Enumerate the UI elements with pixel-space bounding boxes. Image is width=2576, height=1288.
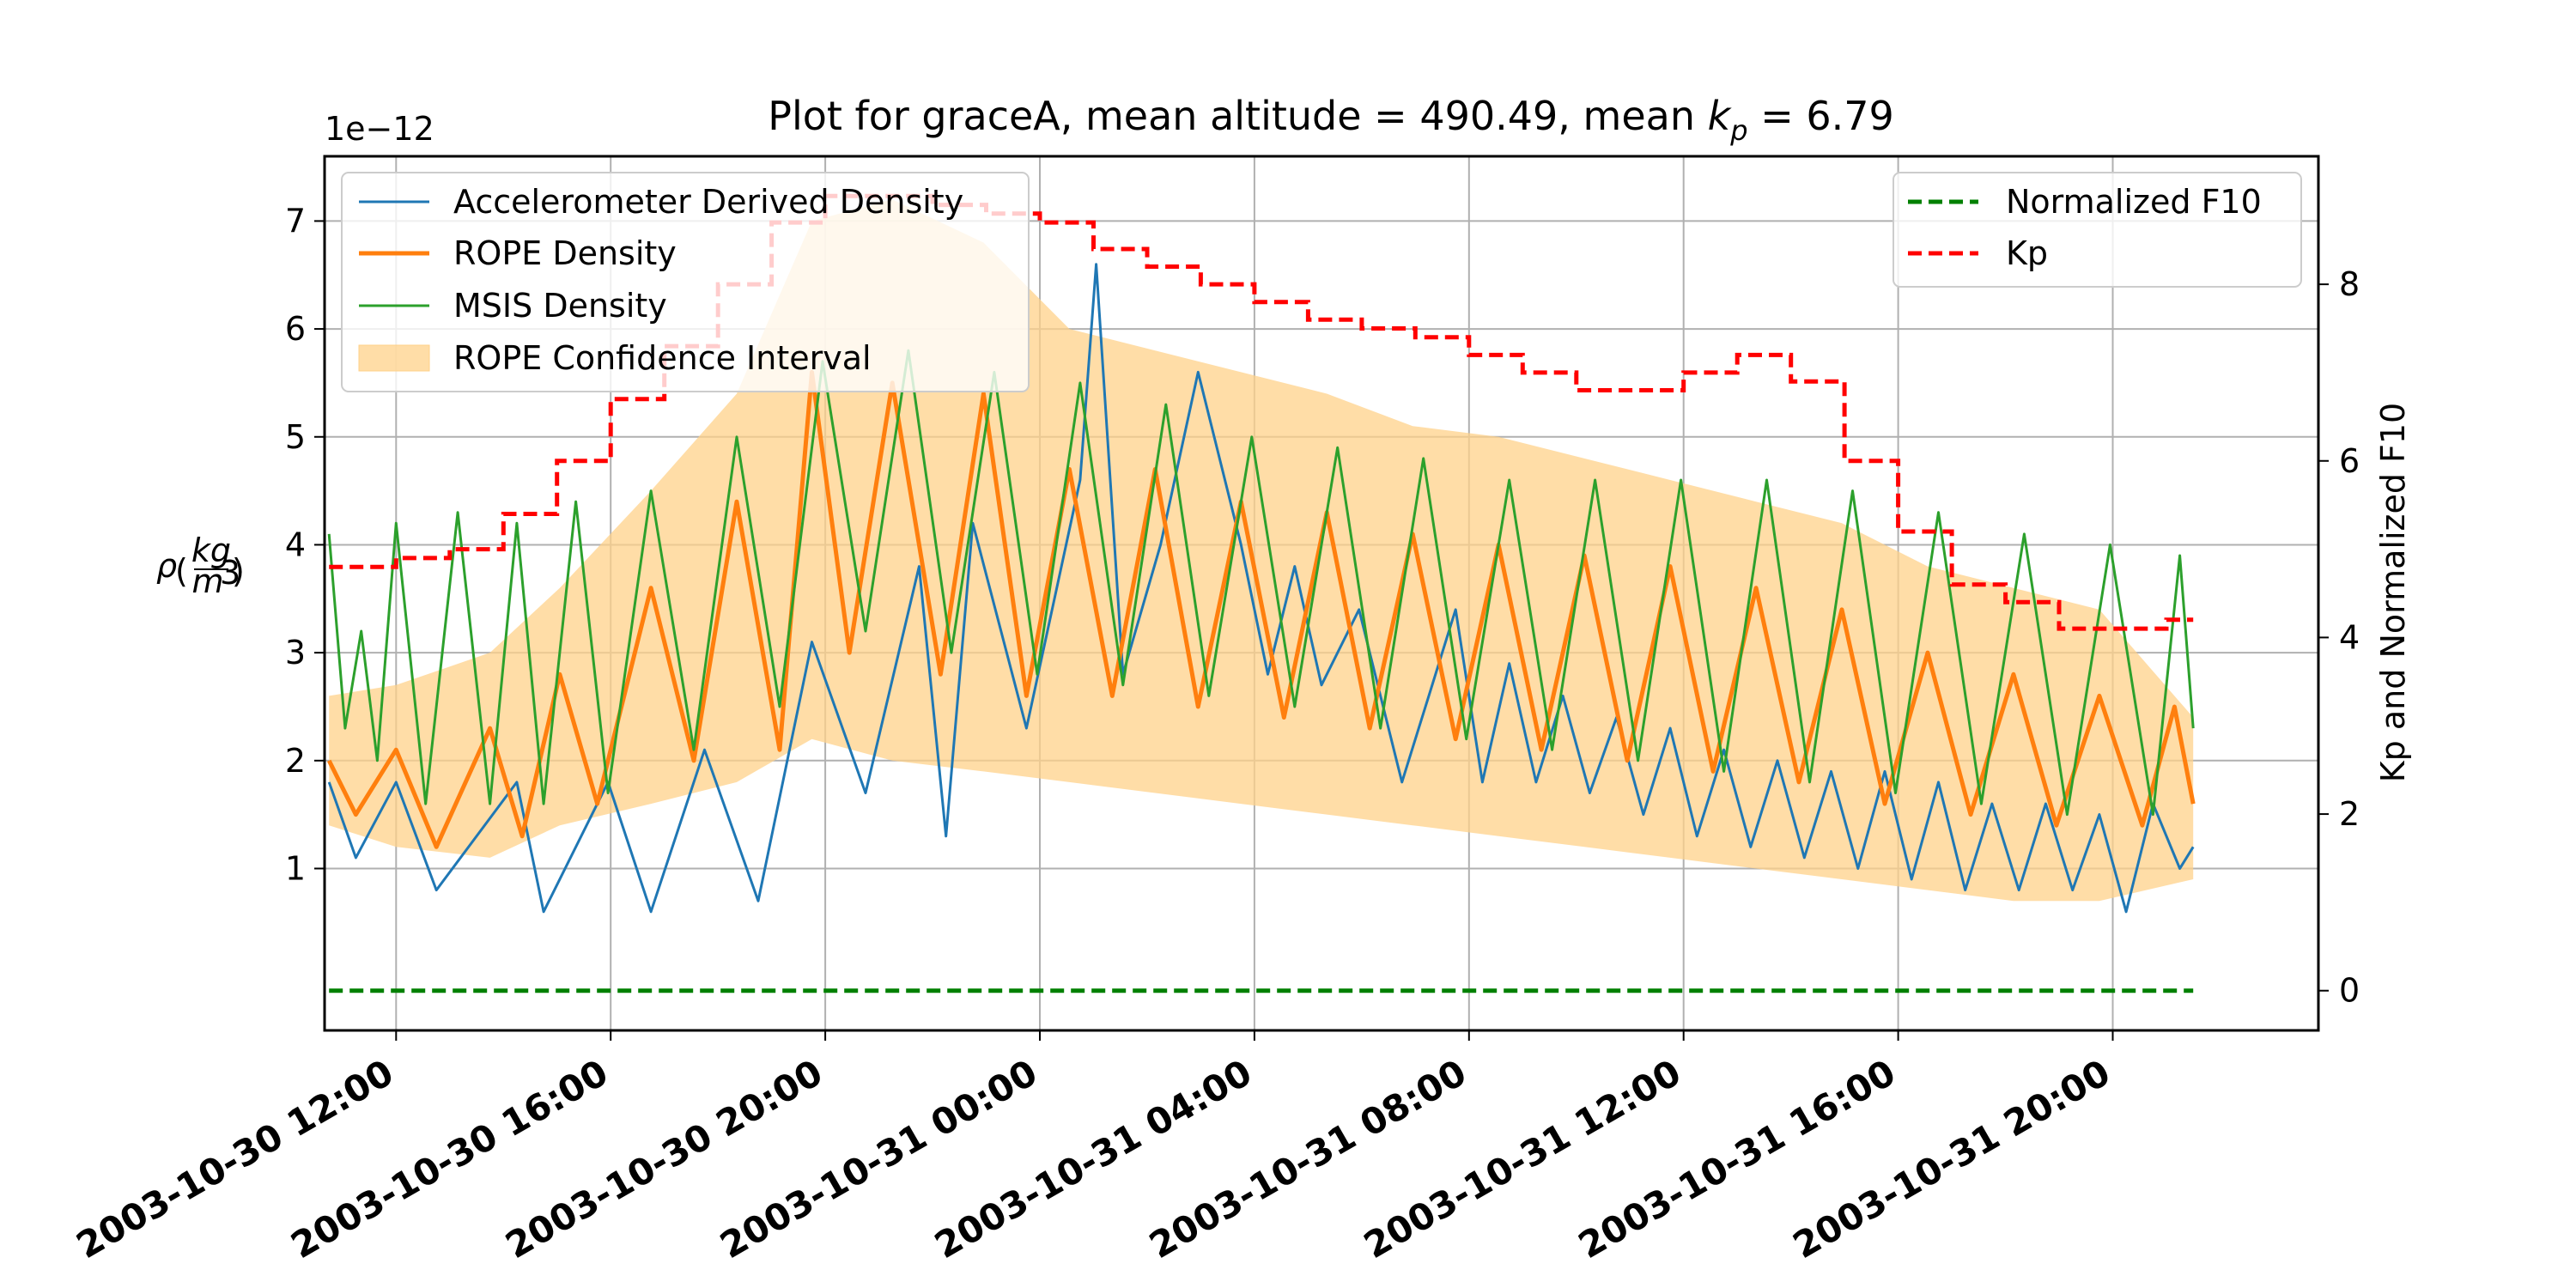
y-label-close-paren: ) bbox=[232, 552, 245, 590]
y-left-tick-label: 6 bbox=[285, 310, 306, 348]
y-label-numerator: kg bbox=[191, 532, 231, 569]
y-multiplier-label: 1e−12 bbox=[325, 110, 434, 148]
legend-left-box bbox=[341, 172, 1030, 392]
chart-title-prefix: Plot for graceA, mean altitude = 490.49,… bbox=[768, 93, 1707, 139]
y-right-tick-label: 4 bbox=[2339, 618, 2360, 656]
legend-label-kp: Kp bbox=[2006, 234, 2048, 272]
y-label-open-paren: ( bbox=[175, 552, 188, 590]
y-left-tick-label: 7 bbox=[285, 202, 306, 240]
y-right-tick-label: 0 bbox=[2339, 972, 2360, 1010]
y-left-tick-label: 5 bbox=[285, 418, 306, 456]
legend-right: Normalized F10 Kp bbox=[1893, 172, 2302, 288]
y-right-tick-label: 8 bbox=[2339, 265, 2360, 303]
y-label-rho: ρ bbox=[156, 547, 177, 585]
chart-title: Plot for graceA, mean altitude = 490.49,… bbox=[768, 93, 1894, 147]
series-layer bbox=[326, 193, 2196, 993]
legend-right-box bbox=[1893, 172, 2302, 288]
y-left-tick-label: 4 bbox=[285, 526, 306, 563]
y-left-tick-label: 1 bbox=[285, 849, 306, 887]
legend-left: Accelerometer Derived Density ROPE Densi… bbox=[341, 172, 1030, 392]
legend-label-confidence: ROPE Confidence Interval bbox=[453, 339, 872, 377]
y-left-tick-label: 2 bbox=[285, 742, 306, 780]
series-accelerometer-line bbox=[327, 263, 2195, 914]
y-right-tick-label: 2 bbox=[2339, 795, 2360, 833]
axes-frame bbox=[323, 155, 2320, 1032]
legend-label-accelerometer: Accelerometer Derived Density bbox=[453, 183, 963, 221]
series-msis-line bbox=[327, 349, 2195, 817]
legend-label-f10: Normalized F10 bbox=[2006, 183, 2262, 221]
plot-frame bbox=[323, 155, 2320, 1032]
y-left-tick-label: 3 bbox=[285, 634, 306, 671]
chart-title-suffix: = 6.79 bbox=[1748, 93, 1894, 139]
chart-title-p-subscript: p bbox=[1729, 114, 1747, 147]
y-axis-left-label: ρ ( kg m 3 ) bbox=[156, 532, 245, 600]
chart-title-k: k bbox=[1708, 93, 1733, 139]
series-kp-step-line bbox=[329, 193, 2194, 631]
y-right-tick-label: 6 bbox=[2339, 442, 2360, 480]
y-label-exponent: 3 bbox=[220, 554, 240, 592]
legend-label-msis: MSIS Density bbox=[453, 287, 667, 325]
legend-label-rope: ROPE Density bbox=[453, 234, 677, 272]
legend-swatch-confidence bbox=[358, 344, 430, 372]
y-label-denominator: m bbox=[191, 562, 223, 600]
y-axis-right-label: Kp and Normalized F10 bbox=[2374, 403, 2412, 782]
